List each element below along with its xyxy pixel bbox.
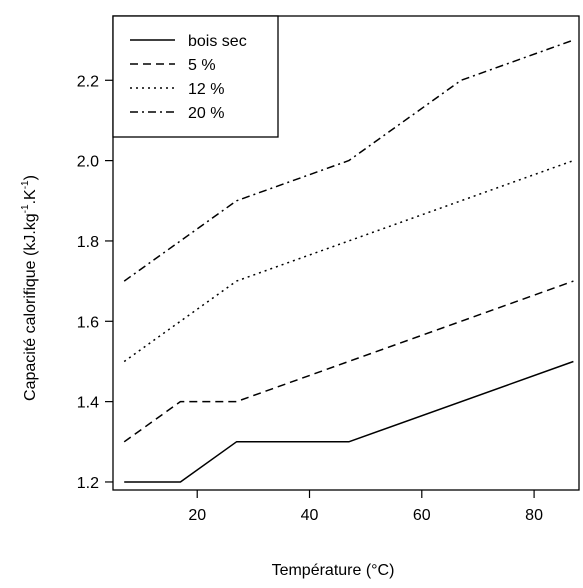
y-tick-label: 1.4 [77,395,99,412]
y-tick-label: 2.2 [77,73,99,90]
series-line-2 [123,280,574,443]
legend: bois sec 5 % 12 % 20 % [112,15,279,138]
legend-label-4: 20 % [188,105,224,122]
legend-label-2: 5 % [188,57,216,74]
series-line-1 [124,360,574,483]
legend-label-3: 12 % [188,81,224,98]
x-tick-label: 40 [301,507,319,524]
y-axis-label: Capacité calorifique (kJ.kg-1.K-1) [20,175,39,401]
x-axis-label: Température (°C) [272,562,395,579]
y-axis-label-sup1: -1 [20,204,31,213]
series-line-4 [123,39,574,282]
y-tick-label: 2.0 [77,154,99,171]
y-tick-label: 1.6 [77,314,99,331]
y-axis-label-main: Capacité calorifique (kJ.kg [22,213,39,401]
legend-box [112,15,279,138]
series-layer [123,39,574,483]
x-tick-label: 20 [188,507,206,524]
y-tick-label: 1.8 [77,234,99,251]
y-axis-label-mid: .K [22,189,39,204]
y-axis-label-sup2: -1 [20,180,31,189]
x-tick-label: 80 [525,507,543,524]
axes: 20 40 60 80 1.2 1.4 1.6 1.8 2.0 2.2 [77,73,543,524]
plot-area [112,15,580,491]
y-tick-label: 1.2 [77,475,99,492]
x-tick-label: 60 [413,507,431,524]
y-axis-label-end: ) [22,175,39,180]
series-line-3 [123,159,574,363]
plot-frame [112,15,580,491]
legend-label-1: bois sec [188,33,247,50]
